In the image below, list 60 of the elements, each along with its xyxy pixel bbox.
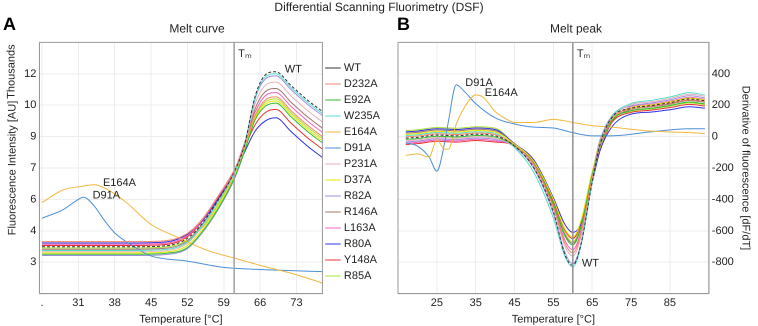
text: Thousands (5, 44, 18, 99)
x-tick-label: 31 (72, 297, 85, 310)
ref-line-label: Tₘ (576, 48, 591, 60)
y-tick-label: 9 (30, 130, 36, 143)
text: B (397, 14, 410, 34)
legend-label: D232A (344, 78, 378, 90)
x-tick-label: 25 (430, 297, 443, 310)
y-tick-label: -800 (712, 256, 734, 268)
y-tick-label: 0 (712, 130, 718, 143)
ref-line-label: Tₘ (238, 48, 252, 60)
y-axis-title: Derivative of fluorescence [dF/dT] (739, 86, 752, 250)
y-tick-label: -400 (712, 193, 734, 206)
text: A (3, 14, 16, 34)
x-axis-title: Temperature [°C] (139, 313, 223, 326)
y-tick-label: 400 (712, 68, 730, 80)
legend-label: D91A (344, 142, 372, 154)
x-tick-label: 73 (290, 297, 303, 310)
y-tick-label: 6 (30, 193, 36, 206)
legend-label: R82A (344, 190, 372, 202)
x-tick-label: 85 (664, 297, 676, 310)
chart-subtitle: Melt curve (169, 22, 225, 36)
x-tick-label: 35 (470, 297, 482, 310)
x-tick-label: 52 (181, 297, 194, 310)
legend-label: R85A (344, 270, 372, 282)
y-tick-label: 7 (30, 162, 36, 174)
x-tick-label: 75 (624, 297, 638, 310)
annotation: E164A (484, 87, 518, 100)
y-axis-title: Fluorescence Intensity [AU] (6, 100, 19, 236)
annotation: WT (284, 64, 302, 76)
x-tick-label: 55 (547, 297, 560, 310)
y-tick-label: 10 (24, 99, 36, 112)
annotation: D91A (465, 76, 494, 89)
legend-label: E92A (344, 94, 372, 106)
annotation: WT (582, 257, 600, 270)
legend-label: P231A (344, 158, 378, 170)
y-tick-label: -200 (712, 162, 734, 174)
x-tick-label: 66 (254, 297, 266, 310)
y-tick-label: 4 (30, 224, 36, 237)
legend-label: W235A (344, 110, 381, 122)
annotation: E164A (102, 176, 137, 189)
x-tick-label: 59 (218, 297, 230, 310)
legend-label: E164A (344, 126, 378, 138)
y-tick-label: 3 (30, 256, 36, 268)
x-axis-title: Temperature [°C] (512, 313, 596, 326)
chart-subtitle: Melt peak (550, 22, 604, 36)
legend-label: R146A (344, 206, 378, 218)
y-tick-label: 200 (712, 99, 730, 112)
x-tick-label: 65 (586, 297, 598, 310)
legend-label: Y148A (344, 254, 378, 266)
legend-label: WT (344, 62, 362, 74)
text: Differential Scanning Fluorimetry (DSF) (273, 0, 485, 14)
legend-label: R80A (344, 238, 372, 250)
y-tick-label: -600 (712, 224, 734, 237)
y-tick-label: 12 (24, 68, 36, 80)
x-tick-label: 45 (508, 297, 521, 310)
legend-label: D37A (344, 174, 372, 186)
legend-label: L163A (344, 222, 376, 234)
x-tick-label: 38 (108, 297, 121, 310)
x-tick-label: . (40, 297, 44, 310)
x-tick-label: 45 (144, 297, 158, 310)
